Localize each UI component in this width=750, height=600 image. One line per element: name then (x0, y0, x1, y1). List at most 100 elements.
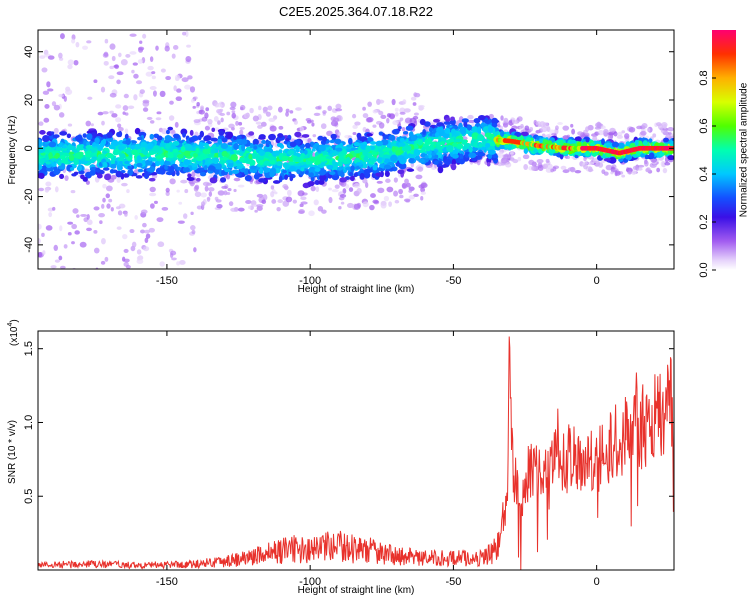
heatmap-speckle (149, 56, 154, 63)
heatmap-cell (574, 136, 582, 143)
heatmap-cell (320, 162, 326, 167)
heatmap-speckle (497, 124, 501, 128)
heatmap-cell (450, 128, 457, 135)
heatmap-speckle (271, 199, 277, 204)
heatmap-speckle (60, 33, 65, 40)
heatmap-cell (366, 152, 373, 159)
heatmap-cell (188, 137, 196, 143)
heatmap-speckle (182, 31, 187, 36)
heatmap-cell (221, 150, 228, 157)
snr-x-axis-label: Height of straight line (km) (298, 585, 415, 596)
heatmap-speckle (277, 199, 284, 204)
heatmap-speckle (200, 201, 206, 207)
heatmap-cell (387, 161, 395, 166)
heatmap-speckle (233, 188, 237, 193)
heatmap-speckle (641, 122, 648, 129)
heatmap-cell (378, 173, 383, 177)
heatmap-speckle (233, 177, 241, 182)
heatmap-speckle (270, 191, 275, 198)
heatmap-speckle (522, 154, 530, 160)
heatmap-cell (102, 150, 108, 154)
heatmap-cell (42, 135, 50, 143)
heatmap-speckle (142, 99, 150, 104)
heatmap-cell (355, 162, 363, 166)
heatmap-speckle (394, 199, 400, 204)
heatmap-speckle (229, 106, 236, 111)
heatmap-speckle (124, 112, 129, 116)
heatmap-cell (667, 154, 674, 161)
heatmap-speckle (200, 192, 207, 198)
heatmap-speckle (293, 120, 298, 125)
heatmap-cell (434, 131, 440, 138)
heatmap-speckle (185, 56, 192, 63)
heatmap-speckle (40, 274, 45, 278)
heatmap-cell (140, 141, 148, 148)
heatmap-cell (376, 156, 383, 163)
heatmap-cell (258, 134, 266, 140)
heatmap-speckle (278, 106, 283, 113)
heatmap-speckle (194, 184, 200, 190)
heatmap-speckle (420, 182, 428, 188)
heatmap-speckle (226, 111, 231, 116)
heatmap-speckle (71, 38, 76, 44)
heatmap-speckle (208, 187, 215, 192)
heatmap-cell (454, 138, 462, 143)
heatmap-cell (434, 160, 439, 165)
spectrogram-y-tick-label: -40 (23, 237, 35, 253)
heatmap-cell (368, 137, 374, 141)
heatmap-speckle (102, 197, 106, 203)
heatmap-cell (419, 118, 426, 126)
heatmap-cell (137, 168, 144, 173)
heatmap-speckle (103, 60, 109, 66)
heatmap-speckle (174, 121, 179, 128)
heatmap-cell (164, 165, 168, 170)
heatmap-cell (371, 151, 378, 156)
heatmap-cell (124, 160, 130, 165)
heatmap-speckle (54, 259, 61, 263)
heatmap-speckle (121, 182, 128, 187)
heatmap-cell (300, 167, 305, 172)
heatmap-speckle (577, 131, 584, 136)
colorbar-tick-label: 0.4 (698, 166, 710, 181)
heatmap-cell (102, 161, 108, 169)
heatmap-speckle (386, 186, 394, 193)
heatmap-speckle (219, 112, 226, 116)
heatmap-speckle (254, 209, 258, 213)
heatmap-speckle (286, 189, 292, 197)
spectrogram-x-tick-label: -50 (445, 275, 461, 287)
heatmap-speckle (337, 131, 341, 137)
heatmap-cell (425, 145, 432, 152)
heatmap-speckle (146, 116, 153, 120)
heatmap-speckle (142, 222, 147, 228)
heatmap-speckle (270, 185, 275, 190)
heatmap-speckle (378, 99, 385, 104)
heatmap-cell (294, 131, 302, 138)
heatmap-cell (392, 128, 400, 135)
heatmap-cell (244, 174, 252, 182)
heatmap-speckle (108, 75, 115, 80)
heatmap-cell (487, 149, 496, 155)
heatmap-cell (164, 161, 171, 166)
heatmap-cell (618, 142, 625, 149)
heatmap-cell (110, 163, 117, 169)
heatmap-speckle (196, 102, 200, 107)
heatmap-speckle (102, 111, 109, 115)
heatmap-speckle (169, 178, 176, 185)
heatmap-cell (149, 165, 155, 173)
heatmap-speckle (170, 250, 177, 256)
heatmap-speckle (194, 191, 202, 198)
heatmap-cell (117, 157, 125, 162)
heatmap-speckle (181, 77, 189, 83)
heatmap-cell (452, 142, 458, 147)
heatmap-speckle (269, 125, 277, 132)
heatmap-speckle (467, 119, 476, 124)
heatmap-speckle (208, 191, 213, 197)
heatmap-cell (335, 147, 343, 152)
heatmap-speckle (59, 265, 66, 269)
heatmap-cell (410, 134, 417, 142)
heatmap-speckle (120, 59, 128, 66)
heatmap-speckle (79, 241, 87, 248)
heatmap-speckle (42, 90, 50, 95)
heatmap-speckle (571, 128, 576, 135)
heatmap-speckle (206, 196, 211, 202)
